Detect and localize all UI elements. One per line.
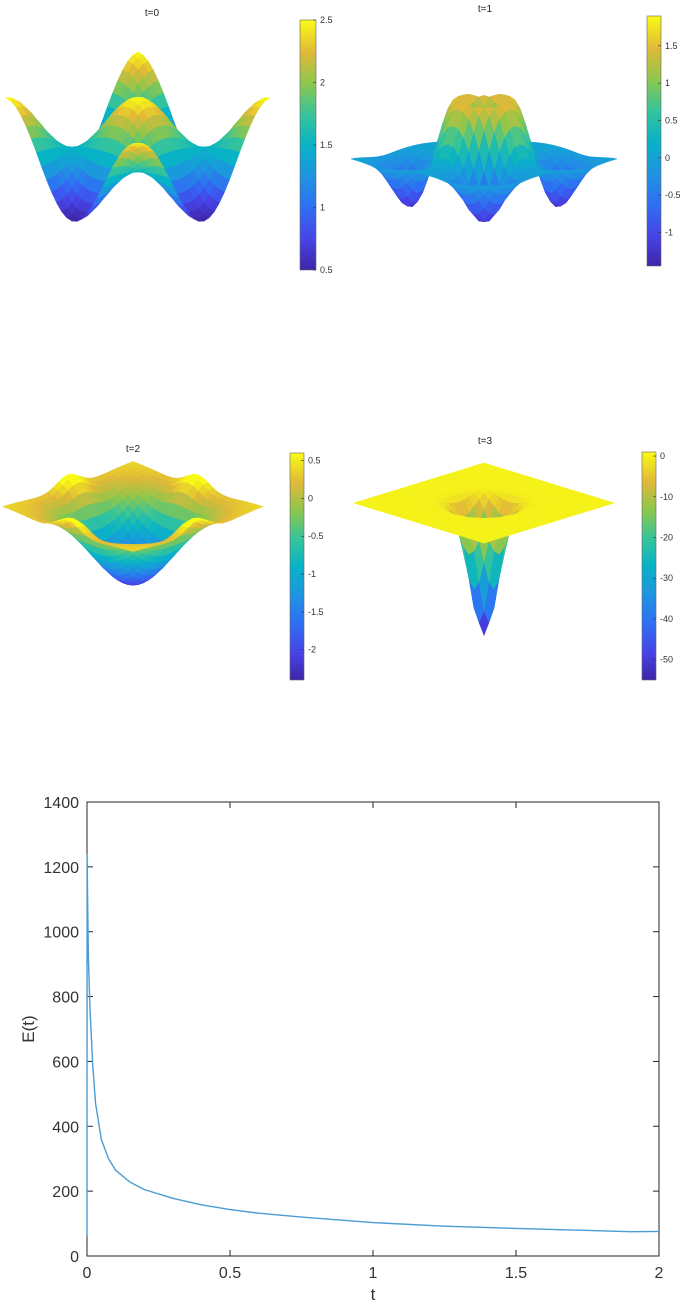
surface-plot: [350, 93, 618, 223]
colorbar-tick-label: 0: [660, 451, 665, 461]
y-tick-label: 1200: [43, 860, 79, 877]
plot-frame: [86, 801, 660, 1257]
x-tick-label: 2: [655, 1265, 664, 1282]
colorbar-tick-label: 0: [665, 153, 670, 163]
axis-ticks: 0 0.5 1 1.5 2 0 200 400 600 800 1000 1200 1400: [43, 795, 663, 1282]
colorbar-tick-label: 1.5: [665, 41, 678, 51]
panel-title: t=0: [145, 8, 160, 19]
energy-line-chart: 0 0.5 1 1.5 2 0 200 400 600 800 1000 1200 1400 t E(t…: [19, 795, 664, 1304]
surface-panel-t1: t=1 -1 -0.5 0 0.5 1 1.5: [350, 4, 681, 267]
colorbar-tick-label: 1: [320, 203, 325, 213]
colorbar-tick-label: 0.5: [665, 115, 678, 125]
colorbar-tick-label: -40: [660, 614, 673, 624]
x-axis-label: t: [371, 1285, 376, 1304]
y-tick-label: 1000: [43, 925, 79, 942]
colorbar-gradient: [641, 451, 657, 681]
colorbar-gradient: [646, 15, 662, 267]
colorbar-tick-label: 2.5: [320, 15, 333, 25]
surface-patch: [132, 142, 144, 145]
surface-panel-t3: t=3 -50 -40 -30 -20 -10 0: [352, 436, 673, 681]
colorbar-tick-label: 0: [308, 493, 313, 503]
surface-panel-t0: t=0 0.5 1 1.5 2 2.5: [5, 8, 333, 275]
colorbar-tick-label: -1.5: [308, 607, 324, 617]
x-tick-label: 0: [83, 1265, 92, 1282]
colorbar-tick-label: 2: [320, 78, 325, 88]
y-axis-label: E(t): [19, 1015, 38, 1042]
y-tick-label: 400: [52, 1119, 79, 1136]
surface-plot: [352, 462, 616, 637]
colorbar-tick-label: -0.5: [665, 190, 681, 200]
colorbar-tick-label: -20: [660, 533, 673, 543]
surface-plot: [2, 461, 264, 586]
colorbar-tick-label: -10: [660, 492, 673, 502]
y-tick-label: 0: [70, 1249, 79, 1266]
colorbar-tick-label: -1: [308, 569, 316, 579]
series-line-energy: [86, 853, 660, 1237]
colorbar-tick-label: -0.5: [308, 531, 324, 541]
colorbar-tick-label: -1: [665, 227, 673, 237]
y-tick-label: 200: [52, 1184, 79, 1201]
colorbar-tick-label: -50: [660, 655, 673, 665]
surface-patch: [477, 539, 491, 544]
x-tick-label: 0.5: [219, 1265, 241, 1282]
panel-title: t=1: [478, 4, 493, 15]
colorbar-tick-label: 0.5: [320, 265, 333, 275]
colorbar-tick-label: 0.5: [308, 456, 321, 466]
surface-patch: [478, 185, 490, 188]
y-tick-label: 600: [52, 1054, 79, 1071]
x-tick-label: 1.5: [505, 1265, 527, 1282]
colorbar-tick-label: 1.5: [320, 140, 333, 150]
x-tick-label: 1: [369, 1265, 378, 1282]
colorbar: -50 -40 -30 -20 -10 0: [641, 451, 673, 681]
surface-plot: [5, 51, 271, 222]
colorbar: 0.5 1 1.5 2 2.5: [299, 15, 333, 275]
y-tick-label: 800: [52, 990, 79, 1007]
panel-title: t=2: [126, 444, 141, 455]
surface-patch: [126, 548, 140, 552]
colorbar-tick-label: 1: [665, 78, 670, 88]
colorbar-tick-label: -30: [660, 573, 673, 583]
y-tick-label: 1400: [43, 795, 79, 812]
surface-panel-t2: t=2 -2 -1.5 -1 -0.5 0 0.5: [2, 444, 324, 681]
colorbar: -2 -1.5 -1 -0.5 0 0.5: [289, 452, 324, 681]
panel-title: t=3: [478, 436, 493, 447]
colorbar: -1 -0.5 0 0.5 1 1.5: [646, 15, 681, 267]
colorbar-tick-label: -2: [308, 645, 316, 655]
colorbar-gradient: [289, 452, 305, 681]
